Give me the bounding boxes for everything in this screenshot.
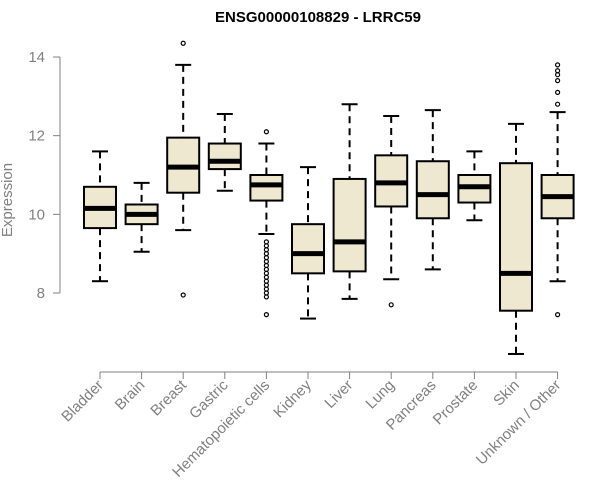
box-bladder [83,150,117,283]
x-tick-label: Kidney [270,376,315,421]
y-axis-label: Expression [0,163,16,237]
y-tick-label: 14 [28,49,45,66]
outlier-point [554,101,561,107]
iqr-box [415,160,450,220]
box-skin [499,122,533,355]
boxes-group [83,40,575,355]
iqr-box [207,142,242,171]
box-breast [166,40,201,298]
iqr-box [332,177,367,273]
x-tick-label: Bladder [58,377,107,426]
box-unknown-other [540,62,575,318]
outlier-point [554,68,561,74]
box-prostate [457,150,492,222]
x-tick-label: Prostate [430,377,482,429]
x-tick-label: Skin [490,377,523,410]
y-axis: 8 10 12 14 [28,49,61,302]
outlier-point [554,77,561,84]
iqr-box [499,162,533,312]
x-tick-label: Breast [147,376,190,419]
x-tick-label: Brain [112,377,149,414]
outlier-point [554,62,561,68]
box-pancreas [415,109,450,271]
outlier-point [263,129,269,135]
y-tick-label: 10 [28,206,45,223]
outlier-point [554,89,561,96]
x-tick-label: Lung [362,377,398,413]
outlier-point [263,312,269,318]
chart-title: ENSG00000108829 - LRRC59 [215,9,421,26]
iqr-box [291,223,325,275]
outlier-point [388,302,394,308]
outlier-point [263,294,269,300]
box-kidney [291,166,325,320]
box-lung [374,115,409,308]
outlier-point [180,40,186,46]
outlier-point [180,292,186,298]
y-tick-label: 12 [28,128,45,145]
box-brain [124,181,159,253]
iqr-box [249,174,284,202]
outlier-point [554,312,561,318]
box-liver [332,103,367,300]
y-tick-label: 8 [37,285,45,302]
x-tick-label: Liver [321,377,356,412]
box-hematopoietic-cells [249,129,284,318]
box-gastric [207,113,242,192]
